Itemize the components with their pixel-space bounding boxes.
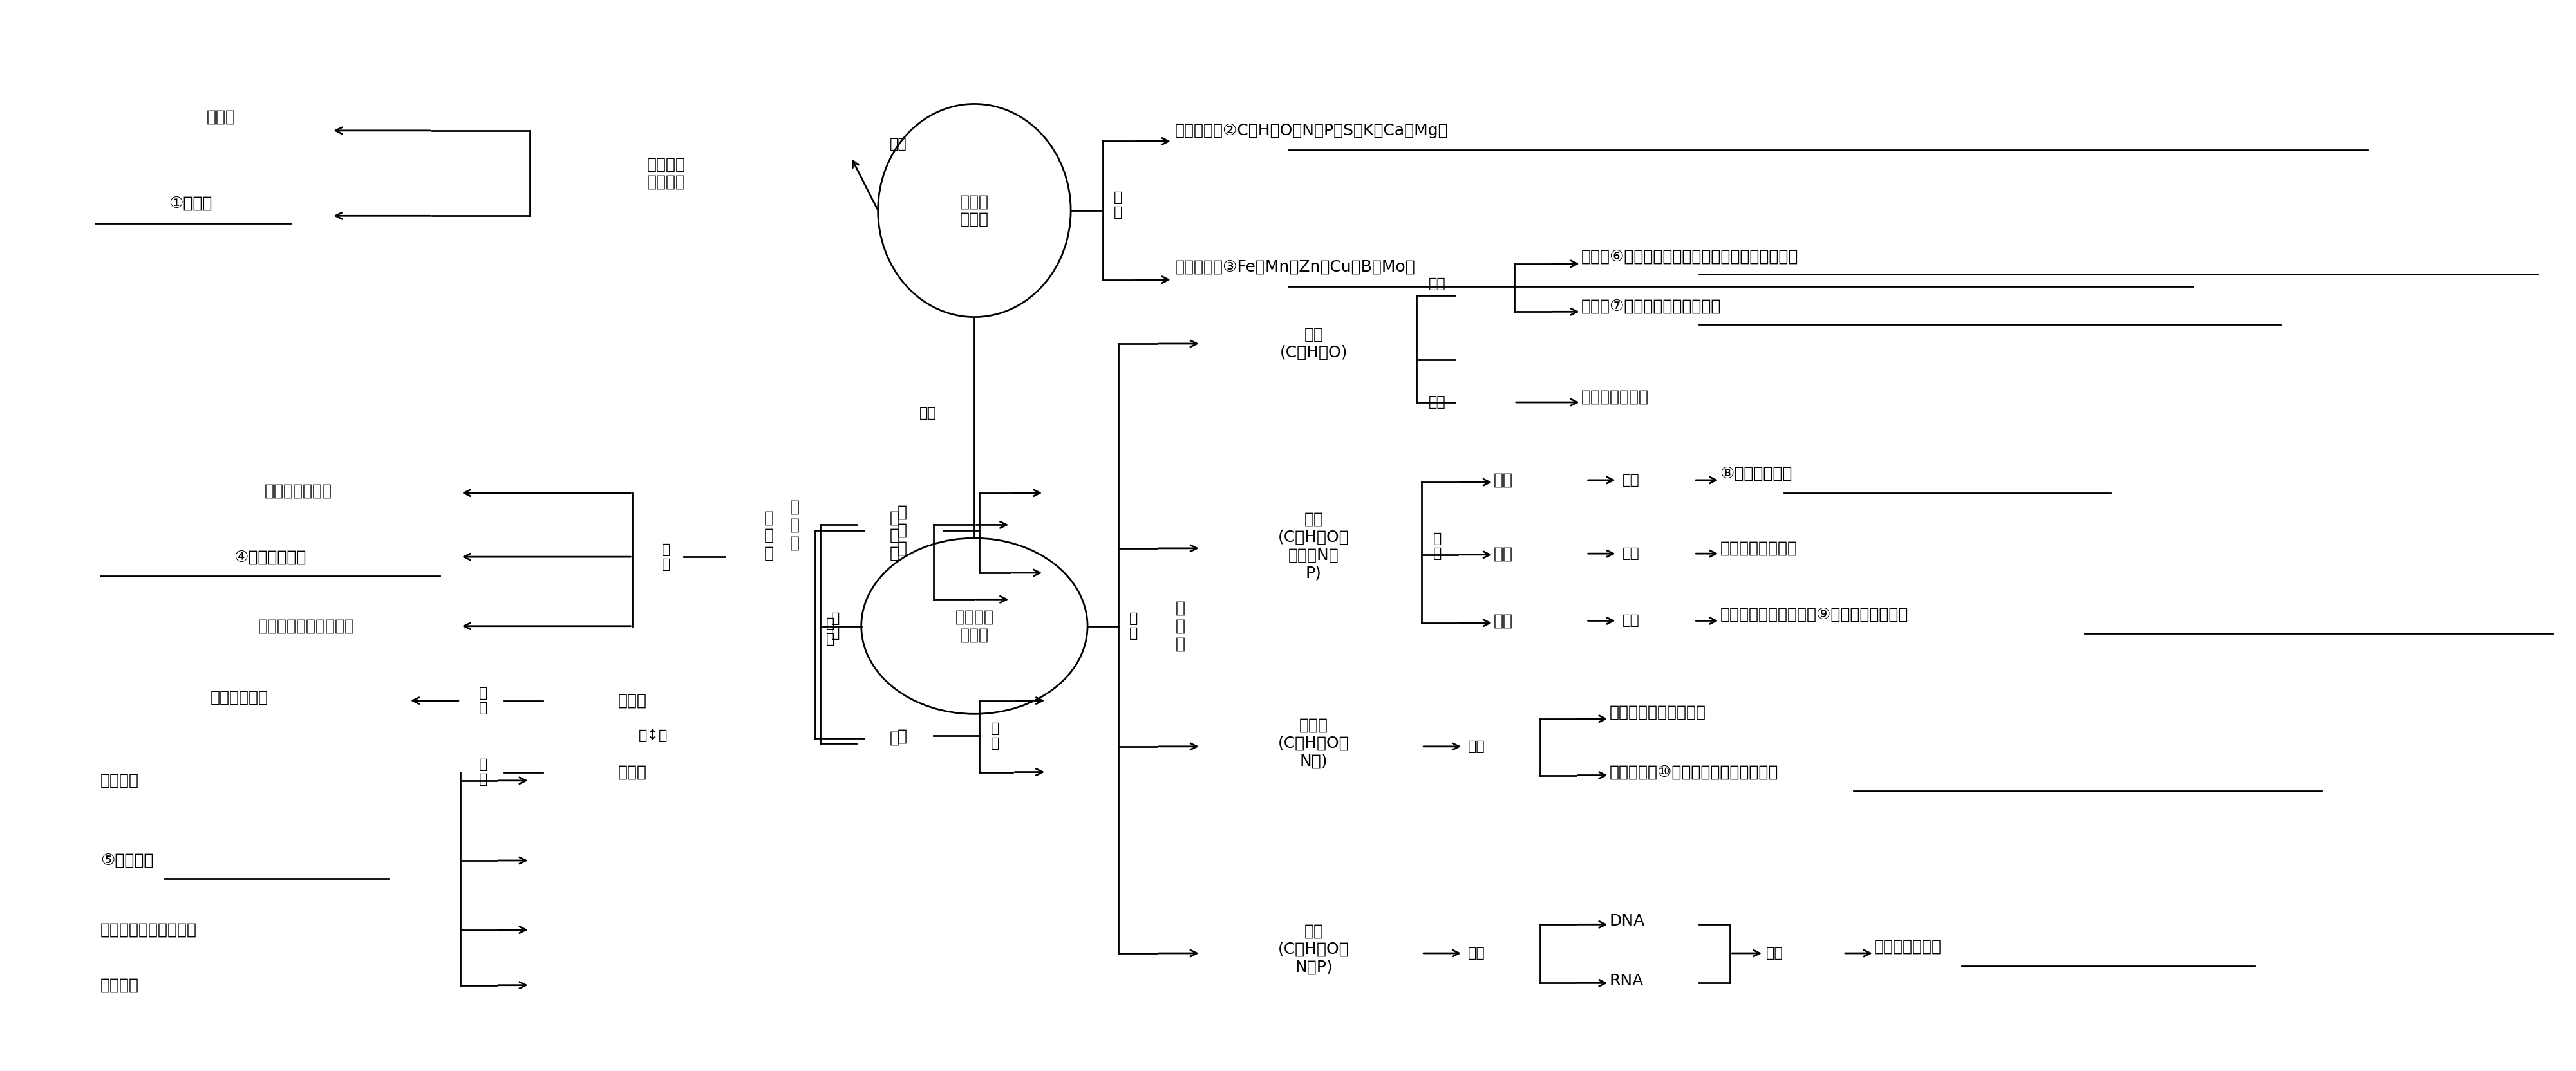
Text: 结构蛋白：组成生物体: 结构蛋白：组成生物体 xyxy=(1610,705,1705,720)
Text: 包括: 包括 xyxy=(1468,947,1486,960)
Text: 水: 水 xyxy=(896,728,907,743)
Text: ⑧主要储能物质: ⑧主要储能物质 xyxy=(1721,466,1793,482)
Text: 无
机
盐: 无 机 盐 xyxy=(765,510,773,561)
Text: 蛋白质
(C、H、O、
N等): 蛋白质 (C、H、O、 N等) xyxy=(1278,718,1350,769)
Text: 携带⑪遗传信息: 携带⑪遗传信息 xyxy=(1875,939,1942,954)
Text: 糖类
(C、H、O): 糖类 (C、H、O) xyxy=(1280,327,1347,360)
Text: 包
括: 包 括 xyxy=(1128,613,1139,640)
Text: 无
机
物: 无 机 物 xyxy=(889,510,899,561)
Text: 植物：⑥葡萄糖、蔗糖、麦芽糖、淀粉、纤维素等: 植物：⑥葡萄糖、蔗糖、麦芽糖、淀粉、纤维素等 xyxy=(1582,248,1798,265)
Text: 良好溶剂: 良好溶剂 xyxy=(100,773,139,788)
Text: 功能: 功能 xyxy=(1623,615,1638,628)
Text: 组成复杂化合物: 组成复杂化合物 xyxy=(265,483,332,498)
Text: 自由水: 自由水 xyxy=(618,765,647,780)
Text: 固醇: 固醇 xyxy=(1494,613,1512,629)
Text: 核酸
(C、H、O、
N、P): 核酸 (C、H、O、 N、P) xyxy=(1278,923,1350,975)
Text: 功能: 功能 xyxy=(1623,473,1638,486)
Text: 维持代谢与生殖，参与⑨动物细胞膜的组成: 维持代谢与生殖，参与⑨动物细胞膜的组成 xyxy=(1721,606,1909,622)
Text: 包
括: 包 括 xyxy=(827,618,835,646)
Text: 细胞结构成分: 细胞结构成分 xyxy=(211,690,268,705)
Text: 反应物质（参与代谢）: 反应物质（参与代谢） xyxy=(100,922,196,937)
Text: 微量元素：③Fe、Mn、Zn、Cu、B、Mo等: 微量元素：③Fe、Mn、Zn、Cu、B、Mo等 xyxy=(1175,259,1417,274)
Text: RNA: RNA xyxy=(1610,974,1643,989)
Text: 生物膜的主要成分: 生物膜的主要成分 xyxy=(1721,541,1798,556)
Text: 功能: 功能 xyxy=(1767,947,1783,960)
Text: 包
括: 包 括 xyxy=(1432,532,1443,560)
Text: 包
括: 包 括 xyxy=(1113,192,1123,220)
Text: 包
括: 包 括 xyxy=(992,722,999,750)
Text: 包
括: 包 括 xyxy=(832,613,840,640)
Text: 细胞中
的元素: 细胞中 的元素 xyxy=(961,194,989,227)
Text: 有
机
物: 有 机 物 xyxy=(1175,601,1185,651)
Text: 主要的能源物质: 主要的能源物质 xyxy=(1582,389,1649,405)
Text: 维持酸碱平衡和渗透压: 维持酸碱平衡和渗透压 xyxy=(258,618,355,634)
Text: 动物：⑦葡萄糖、乳糖、糖原等: 动物：⑦葡萄糖、乳糖、糖原等 xyxy=(1582,299,1721,314)
Text: 组成: 组成 xyxy=(920,407,938,420)
Text: 水: 水 xyxy=(889,730,899,745)
Text: 功
能: 功 能 xyxy=(479,687,487,714)
Text: 无
机
盐: 无 机 盐 xyxy=(791,499,799,550)
Text: ⑤反应介质: ⑤反应介质 xyxy=(100,853,155,869)
Text: 功能: 功能 xyxy=(1430,396,1445,409)
Text: 体现: 体现 xyxy=(889,138,907,151)
Text: 功能: 功能 xyxy=(1623,547,1638,560)
Text: 无
机
物: 无 机 物 xyxy=(896,504,907,556)
Text: 转↕化: 转↕化 xyxy=(639,729,667,742)
Text: 运输物质: 运输物质 xyxy=(100,978,139,993)
Text: 脂质
(C、H、O、
有的含N、
P): 脂质 (C、H、O、 有的含N、 P) xyxy=(1278,512,1350,580)
Text: 生物界与
非生物界: 生物界与 非生物界 xyxy=(647,156,685,190)
Text: 包括: 包括 xyxy=(1468,740,1486,753)
Text: 功
能: 功 能 xyxy=(662,543,670,571)
Text: 功
能: 功 能 xyxy=(479,758,487,786)
Text: 脂肪: 脂肪 xyxy=(1494,472,1512,487)
Text: 功能蛋白：⑩催化、调节、运输、免疫: 功能蛋白：⑩催化、调节、运输、免疫 xyxy=(1610,765,1777,780)
Text: 细胞中的
化合物: 细胞中的 化合物 xyxy=(956,609,994,643)
Text: DNA: DNA xyxy=(1610,914,1646,929)
Text: 磷脂: 磷脂 xyxy=(1494,546,1512,561)
Text: 结合水: 结合水 xyxy=(618,693,647,708)
Text: ①差异性: ①差异性 xyxy=(167,195,211,211)
Text: ④维持生命活动: ④维持生命活动 xyxy=(234,549,307,564)
Text: 大量元素：②C、H、O、N、P、S、K、Ca、Mg等: 大量元素：②C、H、O、N、P、S、K、Ca、Mg等 xyxy=(1175,123,1448,138)
Text: 分布: 分布 xyxy=(1430,277,1445,290)
Text: 统一性: 统一性 xyxy=(206,109,234,124)
